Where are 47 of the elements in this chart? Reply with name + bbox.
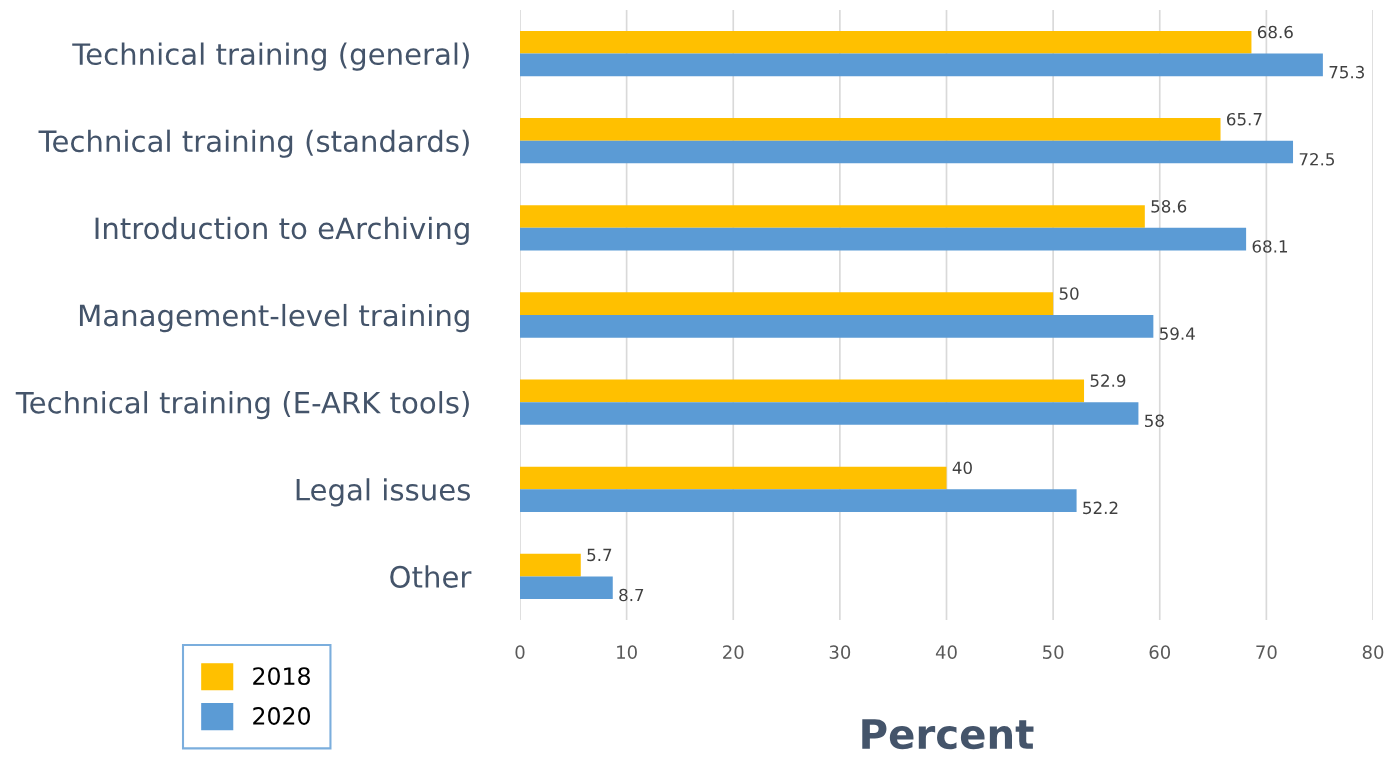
bar: [520, 53, 1323, 77]
bar: [520, 205, 1145, 228]
data-label: 50: [1059, 287, 1079, 300]
y-tick-label: Technical training (general): [72, 42, 469, 71]
data-label: 52.9: [1090, 374, 1126, 387]
x-tick-label: 20: [723, 645, 744, 659]
y-tick-label: Technical training (standards): [38, 129, 469, 158]
data-label: 59.4: [1159, 327, 1195, 340]
x-axis-title: Percent: [862, 719, 1034, 750]
bar: [520, 315, 1154, 338]
bar: [520, 379, 1085, 403]
y-tick-label: Other: [390, 565, 472, 588]
x-tick-label: 10: [617, 645, 637, 659]
bar: [520, 402, 1139, 425]
x-tick-label: 50: [1043, 645, 1064, 659]
data-label: 68.1: [1252, 240, 1288, 253]
data-label: 68.6: [1257, 25, 1293, 39]
bar: [520, 227, 1247, 251]
data-label: 8.7: [619, 588, 644, 602]
bar: [520, 118, 1221, 141]
x-tick-label: 70: [1256, 645, 1277, 659]
data-label: 72.5: [1299, 152, 1335, 166]
bar: [520, 553, 581, 577]
y-tick-label: Technical training (E-ARK tools): [15, 391, 469, 420]
x-tick-label: 80: [1362, 645, 1384, 659]
bar: [520, 466, 947, 490]
legend-label: 2020: [253, 707, 310, 725]
data-label: 40: [952, 461, 972, 475]
bar: [520, 30, 1252, 54]
x-tick-label: 0: [515, 645, 525, 659]
bar: [520, 489, 1077, 512]
data-label: 75.3: [1329, 65, 1364, 79]
data-label: 52.2: [1083, 501, 1118, 515]
data-label: 5.7: [587, 548, 612, 562]
y-tick-label: Introduction to eArchiving: [95, 216, 469, 245]
y-tick-label: Management-level training: [79, 303, 469, 333]
x-tick-label: 30: [829, 645, 851, 659]
bar: [520, 140, 1294, 164]
bar: [520, 576, 613, 600]
x-tick-label: 40: [935, 645, 957, 659]
bar: [520, 292, 1054, 315]
data-label: 58.6: [1151, 200, 1187, 213]
legend-label: 2018: [253, 667, 310, 685]
x-tick-label: 60: [1149, 645, 1171, 659]
data-label: 65.7: [1227, 112, 1262, 126]
y-tick-label: Legal issues: [296, 478, 470, 507]
data-label: 58: [1145, 414, 1164, 428]
